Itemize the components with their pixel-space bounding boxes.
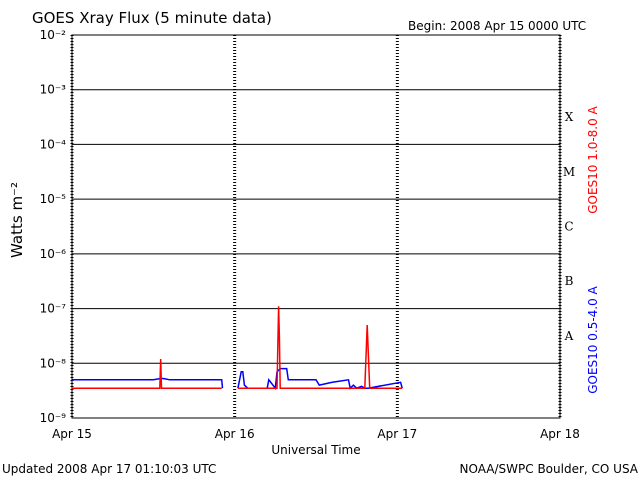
- y-tick-label: 10⁻⁸: [40, 356, 67, 370]
- subtitle: Begin: 2008 Apr 15 0000 UTC: [408, 19, 586, 33]
- series-line: [72, 306, 403, 389]
- x-tick-label: Apr 17: [377, 427, 417, 441]
- flare-class-label: C: [564, 220, 573, 234]
- footer-right: NOAA/SWPC Boulder, CO USA: [460, 462, 639, 476]
- y-tick-label: 10⁻⁵: [40, 192, 67, 206]
- x-tick-label: Apr 18: [540, 427, 580, 441]
- x-tick-label: Apr 16: [215, 427, 255, 441]
- y-tick-label: 10⁻⁴: [40, 137, 67, 151]
- flare-class-label: M: [563, 165, 575, 179]
- flare-class-label: X: [565, 110, 574, 124]
- legend-entry: GOES10 0.5-4.0 A: [586, 285, 600, 393]
- y-tick-label: 10⁻⁷: [40, 302, 67, 316]
- flare-class-label: B: [565, 274, 574, 288]
- footer-left: Updated 2008 Apr 17 01:10:03 UTC: [2, 462, 216, 476]
- x-tick-label: Apr 15: [52, 427, 92, 441]
- y-tick-label: 10⁻⁶: [40, 247, 67, 261]
- x-axis-label: Universal Time: [271, 443, 360, 457]
- y-tick-label: 10⁻⁹: [40, 411, 67, 425]
- flare-class-label: A: [564, 329, 574, 343]
- y-tick-label: 10⁻²: [40, 28, 67, 42]
- y-axis-label: Watts m⁻²: [8, 182, 26, 258]
- y-tick-label: 10⁻³: [40, 83, 67, 97]
- chart-title: GOES Xray Flux (5 minute data): [32, 9, 272, 27]
- legend-entry: GOES10 1.0-8.0 A: [586, 105, 600, 213]
